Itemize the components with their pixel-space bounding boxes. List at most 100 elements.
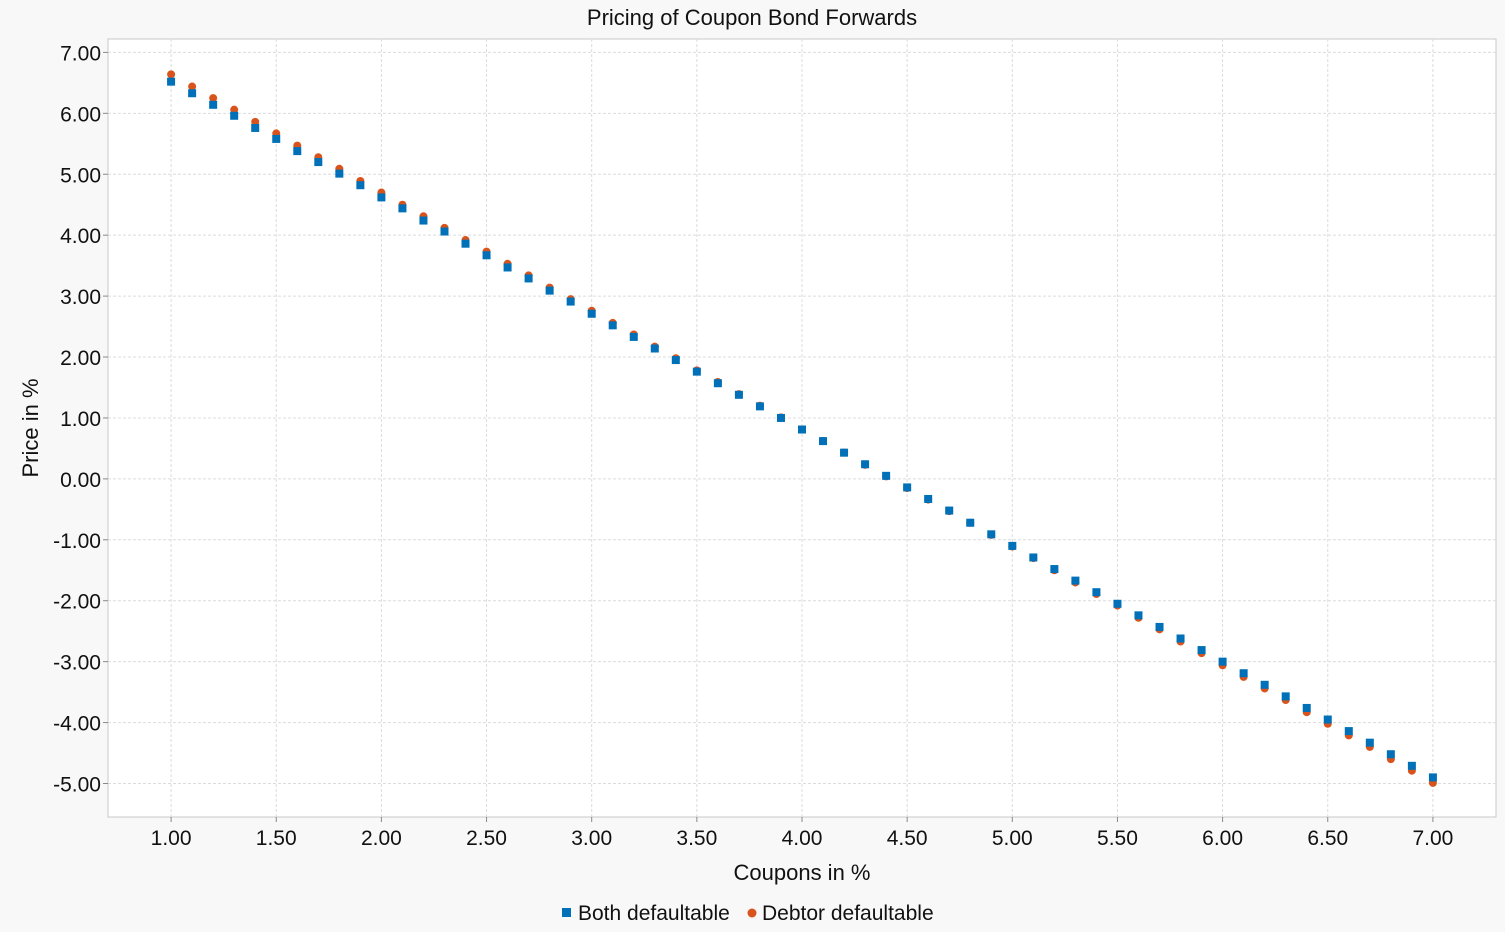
point-both-defaultable [293, 147, 302, 156]
point-both-defaultable [798, 425, 806, 434]
point-both-defaultable [903, 483, 912, 492]
point-both-defaultable [314, 158, 323, 167]
y-tick-label: 2.00 [60, 347, 101, 370]
y-tick-label: -3.00 [53, 652, 101, 675]
point-debtor-defaultable [188, 82, 197, 91]
point-both-defaultable [840, 448, 849, 457]
data-points [167, 70, 1437, 787]
point-both-defaultable [1113, 599, 1122, 608]
point-both-defaultable [1239, 669, 1248, 678]
point-both-defaultable [1134, 611, 1143, 620]
point-both-defaultable [608, 321, 617, 330]
point-both-defaultable [1344, 727, 1353, 736]
point-both-defaultable [503, 263, 512, 272]
y-axis-label: Price in % [18, 378, 43, 477]
point-both-defaultable [966, 518, 975, 527]
point-both-defaultable [1155, 622, 1164, 631]
point-both-defaultable [1260, 680, 1269, 689]
point-both-defaultable [1323, 715, 1332, 724]
point-both-defaultable [251, 123, 260, 132]
point-both-defaultable [482, 251, 491, 260]
y-tick-label: 4.00 [60, 225, 101, 248]
point-both-defaultable [1008, 541, 1017, 550]
x-tick-label: 2.00 [361, 827, 402, 850]
point-both-defaultable [1428, 773, 1437, 782]
point-both-defaultable [650, 344, 659, 353]
point-both-defaultable [1365, 738, 1374, 747]
y-tick-label: 7.00 [60, 42, 101, 65]
legend-label-both-defaultable[interactable]: Both defaultable [578, 902, 730, 925]
point-both-defaultable [356, 181, 365, 190]
x-tick-label: 1.00 [151, 827, 192, 850]
x-tick-label: 4.00 [782, 827, 823, 850]
point-both-defaultable [377, 193, 386, 202]
point-both-defaultable [419, 216, 428, 225]
y-tick-label: 3.00 [60, 286, 101, 309]
y-tick-label: 6.00 [60, 103, 101, 126]
point-both-defaultable [1302, 703, 1311, 712]
grid [108, 39, 1496, 817]
x-axis-label: Coupons in % [734, 860, 871, 885]
point-both-defaultable [167, 77, 176, 86]
point-both-defaultable [188, 89, 197, 98]
x-tick-label: 5.00 [992, 827, 1033, 850]
x-tick-label: 4.50 [887, 827, 928, 850]
x-tick-label: 3.00 [571, 827, 612, 850]
point-both-defaultable [713, 379, 722, 388]
point-both-defaultable [924, 494, 933, 503]
point-both-defaultable [440, 227, 449, 236]
x-tick-label: 6.50 [1307, 827, 1348, 850]
y-tick-label: -1.00 [53, 530, 101, 553]
y-tick-label: 0.00 [60, 469, 101, 492]
y-tick-label: 1.00 [60, 408, 101, 431]
point-both-defaultable [1071, 576, 1080, 585]
legend-label-debtor-defaultable[interactable]: Debtor defaultable [762, 902, 934, 925]
point-both-defaultable [671, 356, 680, 365]
point-both-defaultable [1176, 634, 1185, 643]
point-both-defaultable [882, 471, 891, 480]
legend-marker-both-defaultable [562, 908, 571, 917]
x-tick-label: 6.00 [1202, 827, 1243, 850]
point-both-defaultable [335, 169, 344, 178]
point-both-defaultable [1386, 750, 1395, 759]
x-tick-label: 7.00 [1412, 827, 1453, 850]
point-both-defaultable [524, 274, 533, 283]
x-tick-label: 2.50 [466, 827, 507, 850]
x-tick-label: 1.50 [256, 827, 297, 850]
point-both-defaultable [629, 332, 638, 341]
point-debtor-defaultable [167, 70, 176, 79]
point-both-defaultable [1281, 692, 1290, 701]
x-tick-label: 3.50 [676, 827, 717, 850]
point-both-defaultable [398, 204, 407, 213]
point-debtor-defaultable [209, 94, 218, 103]
point-both-defaultable [566, 297, 575, 306]
point-both-defaultable [1407, 761, 1416, 770]
point-both-defaultable [734, 390, 743, 399]
chart-title: Pricing of Coupon Bond Forwards [587, 5, 917, 30]
x-tick-label: 5.50 [1097, 827, 1138, 850]
y-axis: 7.00 6.00 5.00 4.00 3.00 2.00 1.00 0.00 -1.00 -2.… [53, 42, 108, 796]
point-both-defaultable [945, 506, 954, 515]
y-tick-label: 5.00 [60, 164, 101, 187]
point-both-defaultable [545, 286, 554, 295]
y-tick-label: -5.00 [53, 773, 101, 796]
point-both-defaultable [1092, 588, 1101, 597]
point-debtor-defaultable [230, 105, 239, 114]
point-both-defaultable [461, 239, 470, 248]
point-debtor-defaultable [251, 117, 260, 126]
point-both-defaultable [1050, 565, 1059, 574]
point-both-defaultable [1218, 657, 1227, 666]
point-both-defaultable [692, 367, 701, 376]
x-axis: 1.00 1.50 2.00 2.50 3.00 3.50 4.00 4.50 5.00 5.50… [151, 817, 1453, 850]
y-tick-label: -2.00 [53, 591, 101, 614]
y-tick-label: -4.00 [53, 713, 101, 736]
point-both-defaultable [209, 100, 218, 109]
point-both-defaultable [987, 530, 996, 539]
point-both-defaultable [230, 111, 239, 120]
point-both-defaultable [272, 134, 281, 143]
point-both-defaultable [587, 309, 596, 318]
point-both-defaultable [1029, 553, 1038, 562]
point-both-defaultable [819, 437, 828, 446]
